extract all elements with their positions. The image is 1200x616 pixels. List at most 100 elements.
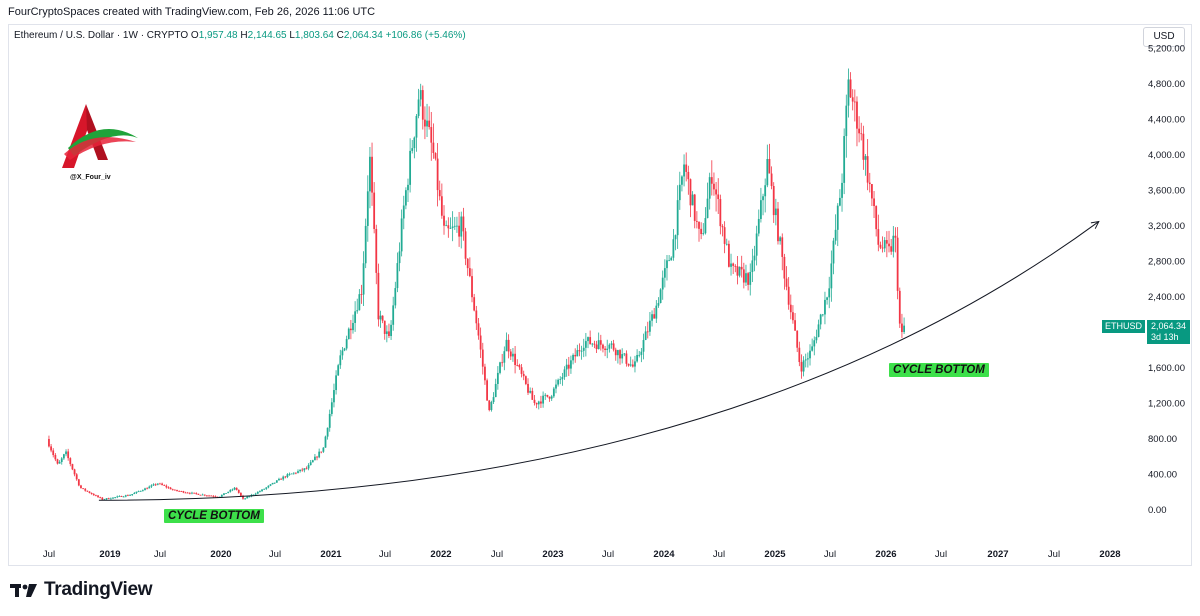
candle-body [531, 390, 534, 400]
candle-body [659, 289, 662, 304]
candle-body [375, 228, 378, 273]
candle-body [163, 484, 166, 486]
tradingview-brand[interactable]: TradingView [10, 579, 153, 601]
candle-body [706, 198, 709, 219]
candle-body [845, 105, 848, 137]
candle-body [638, 354, 641, 356]
candle-body [477, 323, 480, 336]
candle-body [282, 476, 285, 480]
candle-body [762, 196, 764, 201]
candle-body [606, 348, 609, 350]
candle-body [640, 351, 643, 355]
candle-body [764, 185, 767, 197]
candle-body [373, 192, 376, 229]
x-tick-label: Jul [269, 549, 281, 560]
candle-body [180, 491, 183, 492]
candle-body [535, 402, 538, 405]
candle-body [460, 216, 463, 237]
candle-body [734, 265, 737, 267]
x-tick-label: 2027 [987, 549, 1008, 560]
candle-body [499, 362, 501, 373]
candle-body [419, 90, 422, 100]
candle-body [52, 450, 55, 456]
candle-body [88, 491, 91, 493]
candle-body [428, 120, 431, 128]
candle-body [892, 235, 895, 252]
candle-body [77, 479, 80, 486]
candle-body [199, 494, 202, 496]
candle-body [565, 364, 568, 370]
candle-body [888, 243, 890, 247]
candle-body [698, 221, 700, 229]
candle-body [666, 260, 668, 269]
candle-body [582, 347, 585, 351]
chart-frame[interactable] [8, 24, 1192, 566]
candle-body [492, 397, 495, 403]
candle-body [259, 491, 261, 492]
candle-body [449, 227, 452, 229]
candle-body [725, 243, 728, 245]
candle-body [634, 361, 636, 367]
watermark-logo [52, 98, 152, 188]
candle-body [371, 156, 373, 193]
candle-body [853, 101, 856, 103]
candle-body [704, 218, 707, 234]
currency-button[interactable]: USD [1143, 27, 1185, 47]
candle-body [885, 240, 888, 244]
creator-line: FourCryptoSpaces created with TradingVie… [8, 6, 376, 18]
candle-body [438, 190, 441, 197]
y-tick-label: 1,600.00 [1148, 363, 1185, 374]
candle-body [103, 499, 106, 501]
candle-body [426, 120, 428, 127]
candle-body [610, 343, 613, 345]
candle-body [165, 485, 168, 488]
candle-body [326, 427, 329, 437]
x-tick-label: 2022 [430, 549, 451, 560]
candle-body [557, 379, 560, 385]
candle-body [691, 194, 694, 206]
candle-body [591, 343, 594, 345]
candle-body [392, 305, 395, 325]
candle-body [708, 177, 711, 199]
candle-body [409, 150, 412, 185]
candle-body [252, 494, 255, 496]
price-label: ETHUSD 2,064.34 3d 13h [1102, 320, 1191, 344]
candle-body [71, 464, 74, 470]
candle-body [868, 182, 871, 185]
trend-curve [98, 221, 1100, 501]
candle-body [75, 474, 78, 480]
candle-body [107, 498, 110, 499]
candle-body [871, 184, 873, 199]
tradingview-icon [10, 584, 37, 597]
symbol-title: Ethereum / U.S. Dollar · 1W · CRYPTO [14, 30, 189, 41]
candle-body [736, 266, 739, 276]
candle-body [700, 228, 703, 235]
y-tick-label: 5,200.00 [1148, 44, 1185, 55]
candle-body [580, 350, 583, 352]
candle-body [471, 276, 473, 298]
candle-body [90, 492, 93, 495]
brand-name: TradingView [44, 579, 153, 600]
x-tick-label: 2026 [875, 549, 896, 560]
candle-body [330, 402, 333, 414]
candle-body [462, 216, 465, 232]
candle-body [542, 395, 544, 404]
candle-body [847, 79, 850, 106]
candle-body [732, 263, 735, 266]
candle-body [608, 344, 611, 349]
candle-body [866, 156, 869, 183]
candle-body [747, 273, 750, 285]
candle-body [755, 233, 758, 256]
candle-body [131, 494, 134, 496]
candle-body [738, 266, 741, 276]
candle-body [815, 336, 818, 341]
candle-body [413, 137, 416, 149]
candle-body [421, 90, 424, 120]
candle-body [781, 237, 784, 257]
candle-body [430, 127, 433, 143]
candle-body [527, 383, 529, 393]
candle-body [496, 372, 499, 384]
candle-body [819, 314, 822, 325]
candle-body [154, 484, 157, 486]
